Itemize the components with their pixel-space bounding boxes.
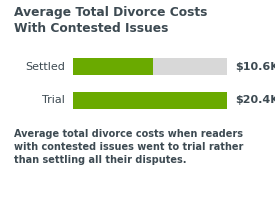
Text: $20.4K: $20.4K bbox=[235, 95, 275, 105]
Text: Average total divorce costs when readers
with contested issues went to trial rat: Average total divorce costs when readers… bbox=[14, 129, 243, 165]
Text: Average Total Divorce Costs
With Contested Issues: Average Total Divorce Costs With Contest… bbox=[14, 6, 207, 34]
Text: Trial: Trial bbox=[42, 95, 65, 105]
Text: Settled: Settled bbox=[25, 62, 65, 72]
Bar bbox=[73, 58, 227, 75]
Bar bbox=[73, 58, 153, 75]
Bar bbox=[73, 92, 227, 108]
Text: $10.6K: $10.6K bbox=[235, 62, 275, 72]
